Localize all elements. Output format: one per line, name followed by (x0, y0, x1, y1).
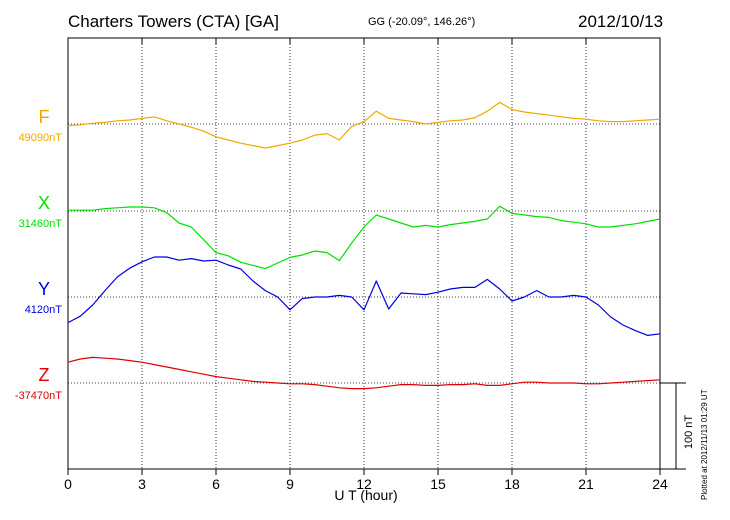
series-line-z (67, 356, 661, 390)
series-baseline-y: 4120nT (25, 304, 63, 316)
x-tick-label: 6 (212, 476, 220, 492)
series-line-y (67, 256, 661, 336)
x-tick-label: 3 (138, 476, 146, 492)
scale-bar-label: 100 nT (683, 415, 695, 450)
series-name-x: X (38, 193, 50, 213)
series-lines (67, 101, 661, 390)
series-baseline-z: -37470nT (15, 390, 62, 402)
x-tick-label: 18 (504, 476, 520, 492)
grid (68, 38, 660, 469)
series-name-z: Z (39, 365, 50, 385)
series-name-f: F (39, 107, 50, 127)
series-name-y: Y (38, 279, 50, 299)
x-tick-label: 0 (64, 476, 72, 492)
series-baseline-x: 31460nT (19, 218, 63, 230)
x-tick-label: 21 (578, 476, 594, 492)
series-line-x (68, 205, 661, 270)
coordinates-label: GG (-20.09°, 146.26°) (368, 16, 476, 28)
series-line-f (67, 101, 661, 149)
scale-bar: 100 nT (660, 382, 695, 470)
date-label: 2012/10/13 (578, 12, 664, 31)
series-labels: F 49090nT X 31460nT Y 4120nT Z -37470nT (15, 107, 62, 402)
x-tick-label: 24 (652, 476, 668, 492)
x-tick-label: 12 (356, 476, 372, 492)
x-tick-label: 15 (430, 476, 446, 492)
series-baseline-f: 49090nT (19, 132, 63, 144)
x-tick-label: 9 (286, 476, 294, 492)
x-axis-label: U T (hour) (334, 487, 397, 503)
x-axis: 0 3 6 9 12 15 18 21 24 (64, 38, 668, 492)
station-title: Charters Towers (CTA) [GA] (68, 12, 279, 31)
plotted-timestamp: Plotted at 2012/11/13 01:29 UT (700, 389, 709, 500)
